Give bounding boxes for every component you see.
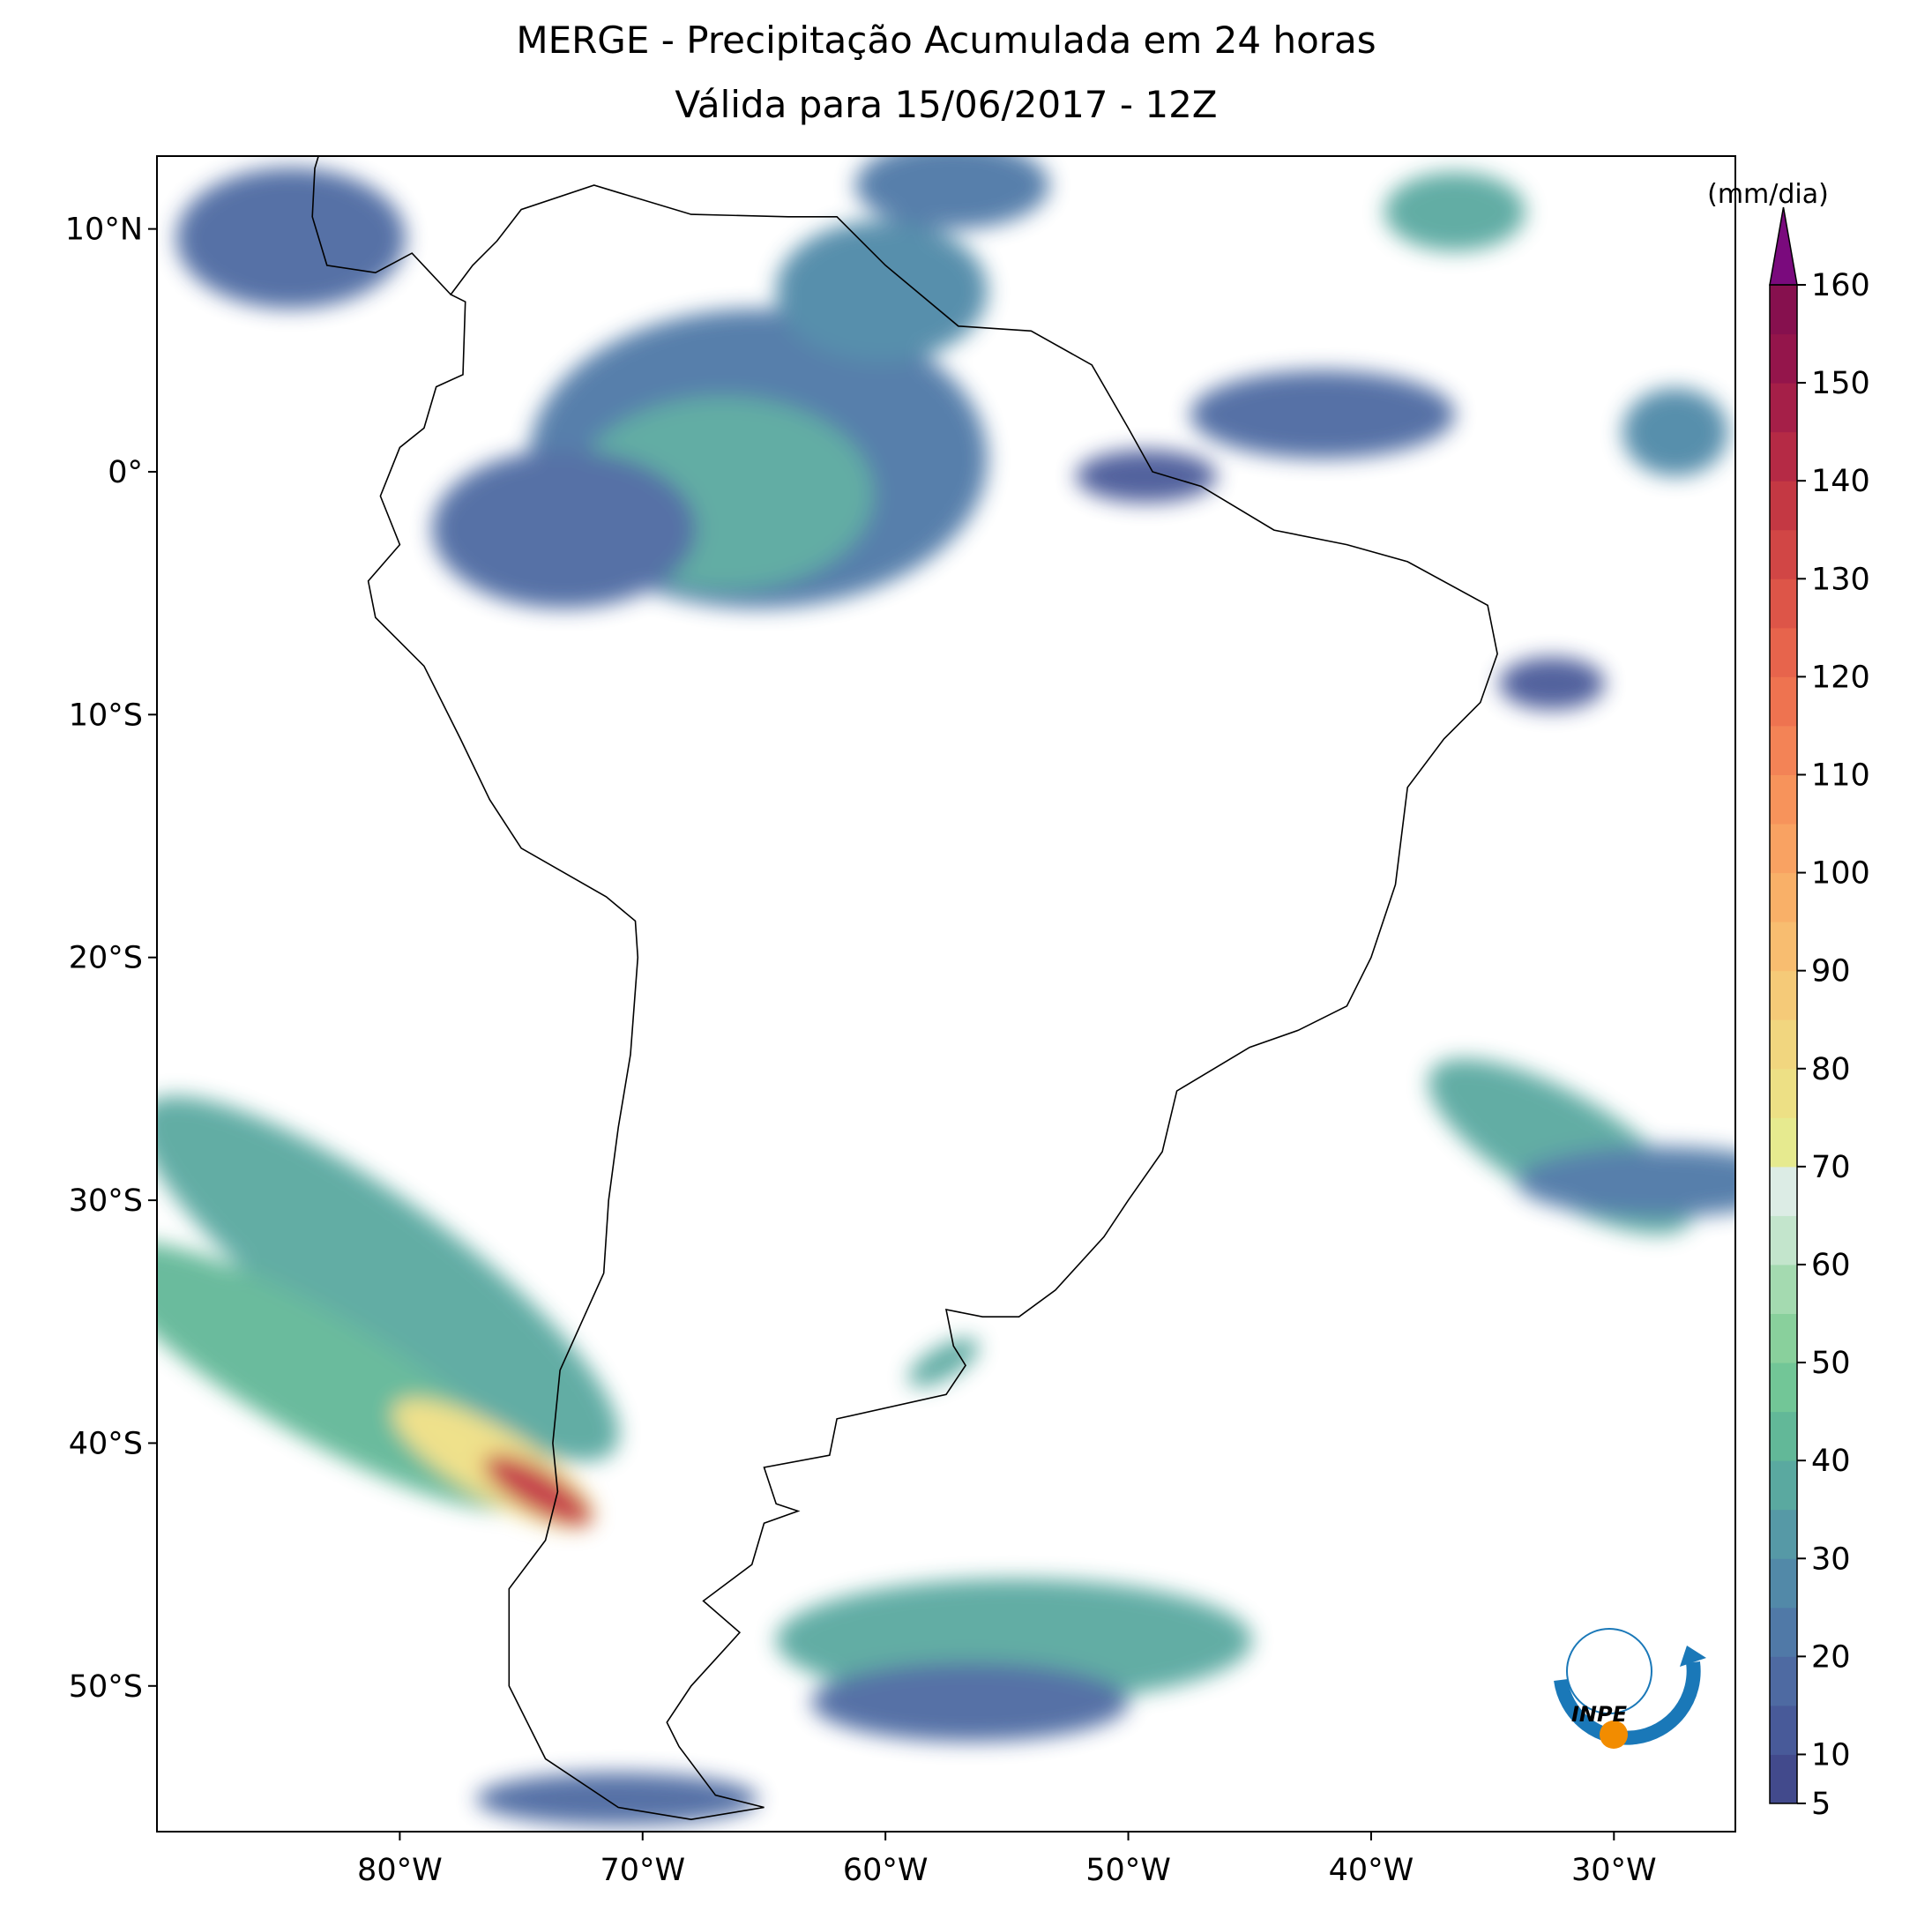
colorbar-band: [1770, 1705, 1797, 1755]
colorbar-tick-label: 140: [1811, 464, 1870, 499]
colorbar-band: [1770, 481, 1797, 531]
colorbar-tick-label: 10: [1811, 1737, 1851, 1773]
colorbar-band: [1770, 1362, 1797, 1413]
y-tick-label: 30°S: [69, 1183, 143, 1219]
colorbar-tick-label: 30: [1811, 1541, 1851, 1577]
colorbar-band: [1770, 529, 1797, 579]
colorbar-band: [1770, 1264, 1797, 1315]
map-frame: [156, 155, 1736, 1833]
colorbar-band: [1770, 1313, 1797, 1363]
y-tick-label: 10°S: [69, 698, 143, 733]
colorbar-tick-label: 100: [1811, 856, 1870, 892]
colorbar-tick-label: 150: [1811, 366, 1870, 401]
colorbar-band: [1770, 579, 1797, 629]
colorbar-band: [1770, 1117, 1797, 1168]
colorbar-tick-label: 90: [1811, 954, 1851, 989]
colorbar-tick-label: 160: [1811, 268, 1870, 303]
colorbar-extend: [1769, 206, 1798, 286]
colorbar-band: [1770, 431, 1797, 481]
colorbar-tick-label: 20: [1811, 1639, 1851, 1675]
x-tick-label: 40°W: [1329, 1853, 1414, 1888]
colorbar-frame: [1769, 284, 1798, 1804]
title: MERGE - Precipitação Acumulada em 24 hor…: [516, 19, 1376, 62]
inpe-logo: INPE: [1554, 1628, 1706, 1749]
colorbar-band: [1770, 333, 1797, 384]
y-tick-label: 0°: [108, 455, 143, 490]
colorbar-tick-label: 5: [1811, 1787, 1831, 1822]
colorbar-band: [1770, 1460, 1797, 1511]
colorbar-band: [1770, 627, 1797, 677]
coastlines: [311, 156, 1498, 1821]
colorbar-band: [1770, 676, 1797, 727]
colorbar-tick-label: 40: [1811, 1444, 1851, 1479]
colorbar-band: [1770, 1166, 1797, 1216]
colorbar-band: [1770, 1754, 1797, 1804]
colorbar-band: [1770, 774, 1797, 825]
colorbar-band: [1770, 725, 1797, 775]
colorbar-tick-label: 60: [1811, 1248, 1851, 1283]
colorbar-tick-label: 120: [1811, 660, 1870, 695]
colorbar-tick-label: 110: [1811, 758, 1870, 793]
continent: [367, 184, 1498, 1821]
y-tick-label: 40°S: [69, 1426, 143, 1461]
colorbar-band: [1770, 970, 1797, 1020]
colorbar-band: [1770, 1068, 1797, 1118]
colorbar-tick-label: 70: [1811, 1150, 1851, 1185]
colorbar-band: [1770, 285, 1797, 335]
colorbar-band: [1770, 872, 1797, 922]
colorbar-band: [1770, 1656, 1797, 1706]
colorbar-band: [1770, 922, 1797, 972]
colorbar-band: [1770, 1411, 1797, 1461]
subtitle: Válida para 15/06/2017 - 12Z: [675, 83, 1217, 126]
colorbar-band: [1770, 1215, 1797, 1265]
x-tick-label: 30°W: [1571, 1853, 1657, 1888]
colorbar-band: [1770, 383, 1797, 433]
colorbar-band: [1770, 1607, 1797, 1657]
y-tick-label: 20°S: [69, 941, 143, 976]
y-tick-label: 10°N: [65, 213, 143, 248]
central-america: [311, 156, 451, 295]
colorbar-band: [1770, 1019, 1797, 1070]
precipitation-field: [157, 156, 1735, 1825]
colorbar-tick-label: 130: [1811, 562, 1870, 597]
x-tick-label: 80°W: [357, 1853, 443, 1888]
colorbar-band: [1770, 824, 1797, 874]
logo-text: INPE: [1571, 1702, 1628, 1727]
colorbar-band: [1770, 1558, 1797, 1609]
x-tick-label: 70°W: [600, 1853, 685, 1888]
colorbar-band: [1770, 1509, 1797, 1559]
x-tick-label: 50°W: [1085, 1853, 1171, 1888]
colorbar-label: (mm/dia): [1707, 179, 1829, 210]
colorbar-tick-label: 80: [1811, 1052, 1851, 1087]
x-tick-label: 60°W: [843, 1853, 929, 1888]
y-tick-label: 50°S: [69, 1669, 143, 1705]
colorbar-tick-label: 50: [1811, 1346, 1851, 1381]
